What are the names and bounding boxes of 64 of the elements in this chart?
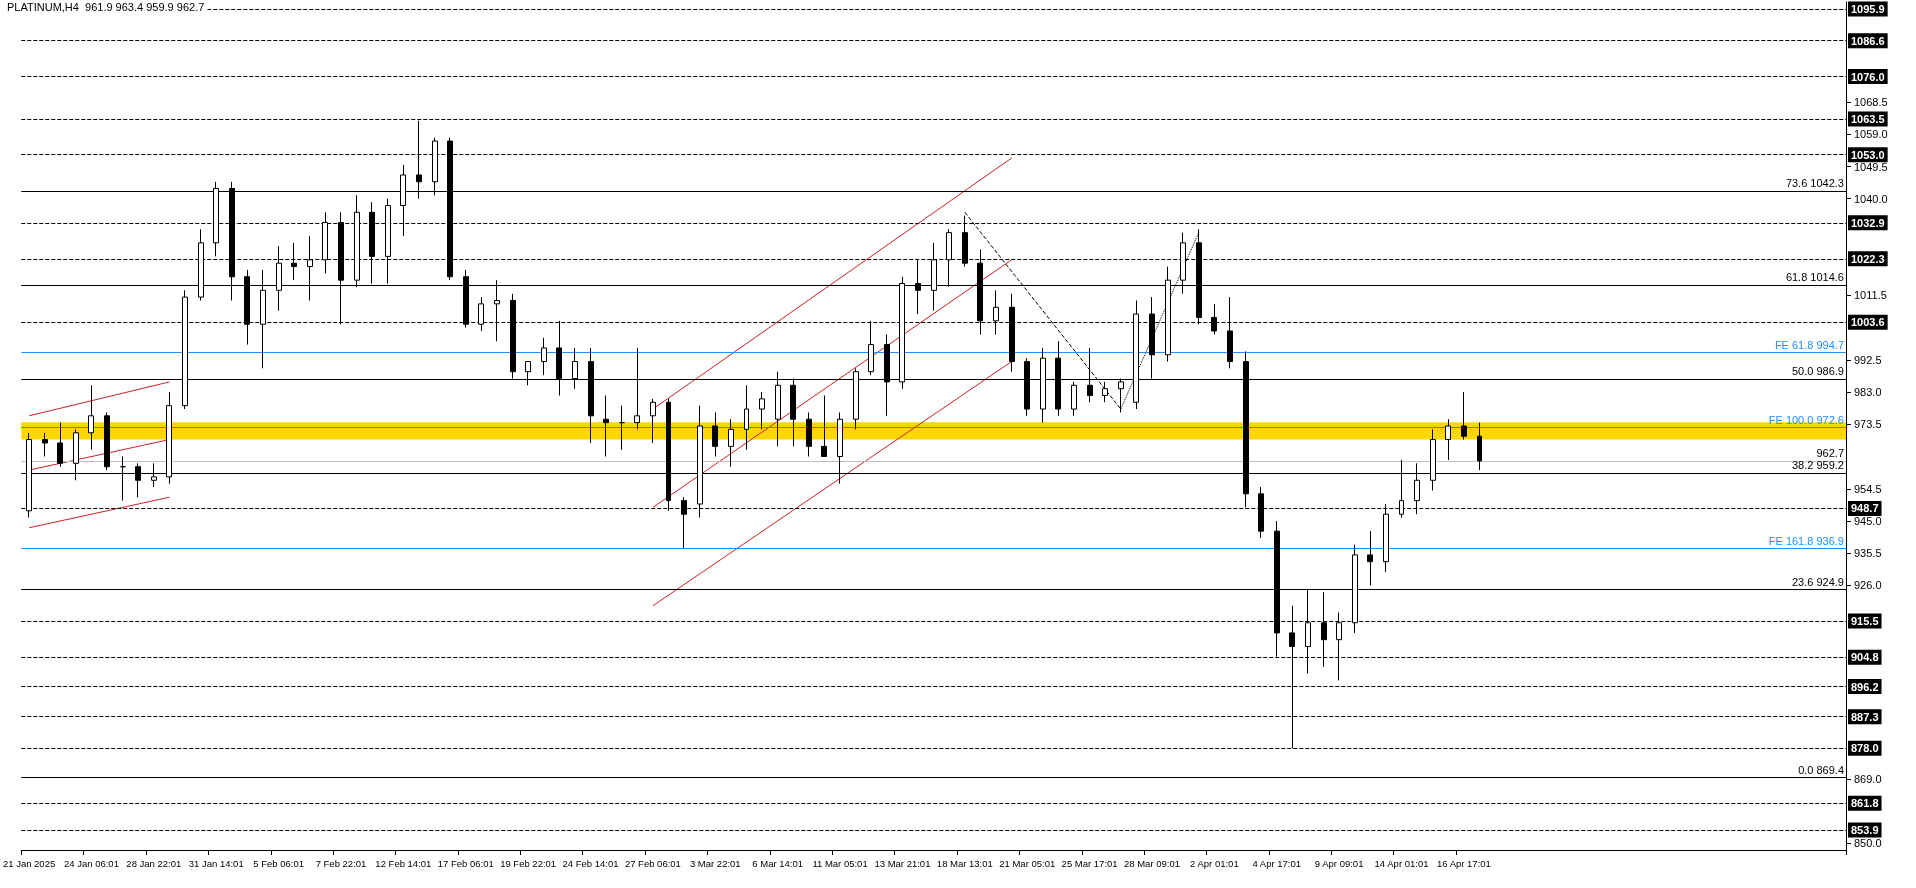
- ref-line-label: 1063.5: [1851, 113, 1885, 126]
- y-tick-label: 973.5: [1854, 418, 1882, 431]
- x-tick-label: 17 Feb 06:01: [437, 857, 494, 869]
- y-tick-label: 1049.5: [1854, 160, 1888, 173]
- x-tick-label: 21 Jan 2025: [2, 857, 56, 869]
- x-tick-label: 31 Jan 14:01: [188, 857, 244, 869]
- x-tick-label: 6 Mar 14:01: [752, 857, 804, 869]
- y-tick-label: 850.0: [1854, 837, 1882, 850]
- ref-line-label: 853.9: [1851, 823, 1879, 836]
- ref-line-label: 1076.0: [1851, 70, 1885, 83]
- ref-line-label: 896.2: [1851, 680, 1879, 693]
- x-tick-label: 2 Apr 01:01: [1190, 857, 1239, 869]
- x-tick-label: 13 Mar 21:01: [874, 857, 931, 869]
- x-tick-label: 18 Mar 13:01: [936, 857, 993, 869]
- x-tick-label: 3 Mar 22:01: [689, 857, 741, 869]
- ref-line-label: 0.0 869.4: [1798, 763, 1844, 776]
- x-tick-label: 5 Feb 06:01: [253, 857, 304, 869]
- ref-line-label: 887.3: [1851, 710, 1879, 723]
- x-tick-label: 19 Feb 22:01: [500, 857, 557, 869]
- x-tick-label: 25 Mar 17:01: [1061, 857, 1118, 869]
- chart-title: PLATINUM,H4 961.9 963.4 959.9 962.7: [7, 0, 205, 13]
- ref-line-label: 861.8: [1851, 797, 1879, 810]
- y-tick-label: 1040.0: [1854, 192, 1888, 205]
- x-tick-label: 21 Mar 05:01: [999, 857, 1056, 869]
- x-tick-label: 27 Feb 06:01: [624, 857, 681, 869]
- y-tick-label: 1068.5: [1854, 96, 1888, 109]
- x-tick-label: 9 Apr 09:01: [1314, 857, 1364, 869]
- ref-line-label: 73.6 1042.3: [1785, 177, 1844, 190]
- ref-line-label: 61.8 1014.6: [1785, 271, 1844, 284]
- ref-line-label: 962.7: [1816, 447, 1844, 460]
- y-tick-label: 1011.5: [1854, 289, 1887, 302]
- ref-line-label: 1003.6: [1851, 316, 1885, 329]
- x-tick-label: 16 Apr 17:01: [1436, 857, 1491, 869]
- ref-line-label: 948.7: [1851, 502, 1879, 515]
- x-tick-label: 7 Feb 22:01: [315, 857, 367, 869]
- y-tick-label: 954.5: [1854, 482, 1882, 495]
- ref-line-label: 38.2 959.2: [1792, 459, 1844, 472]
- ref-line-label: FE 161.8 936.9: [1768, 534, 1844, 547]
- x-tick-label: 12 Feb 14:01: [375, 857, 432, 869]
- ref-line-label: 915.5: [1851, 615, 1879, 628]
- ref-line-label: 23.6 924.9: [1792, 575, 1844, 588]
- ref-line-label: 50.0 986.9: [1792, 365, 1844, 378]
- ref-line-label: 1022.3: [1851, 252, 1885, 265]
- x-tick-label: 4 Apr 17:01: [1252, 857, 1302, 869]
- ref-line-label: 1086.6: [1851, 34, 1885, 47]
- x-tick-label: 28 Mar 09:01: [1123, 857, 1180, 869]
- x-tick-label: 11 Mar 05:01: [812, 857, 868, 869]
- y-tick-label: 1059.0: [1854, 128, 1888, 141]
- y-tick-label: 935.5: [1854, 547, 1882, 560]
- ref-line-label: FE 61.8 994.7: [1774, 338, 1844, 351]
- ref-line-label: 878.0: [1851, 742, 1879, 755]
- y-tick-label: 869.0: [1854, 772, 1882, 785]
- x-tick-label: 28 Jan 22:01: [126, 857, 182, 869]
- x-tick-label: 14 Apr 01:01: [1374, 857, 1429, 869]
- x-tick-label: 24 Jan 06:01: [63, 857, 119, 869]
- y-tick-label: 992.5: [1854, 353, 1882, 366]
- ref-line-label: 1032.9: [1851, 216, 1885, 229]
- ref-line-label: 904.8: [1851, 651, 1879, 664]
- y-tick-label: 945.0: [1854, 514, 1882, 527]
- ref-line-label: 1095.9: [1851, 3, 1885, 16]
- y-tick-label: 926.0: [1854, 579, 1882, 592]
- ref-line-label: 1053.0: [1851, 148, 1885, 161]
- x-tick-label: 24 Feb 14:01: [562, 857, 619, 869]
- y-tick-label: 983.0: [1854, 386, 1882, 399]
